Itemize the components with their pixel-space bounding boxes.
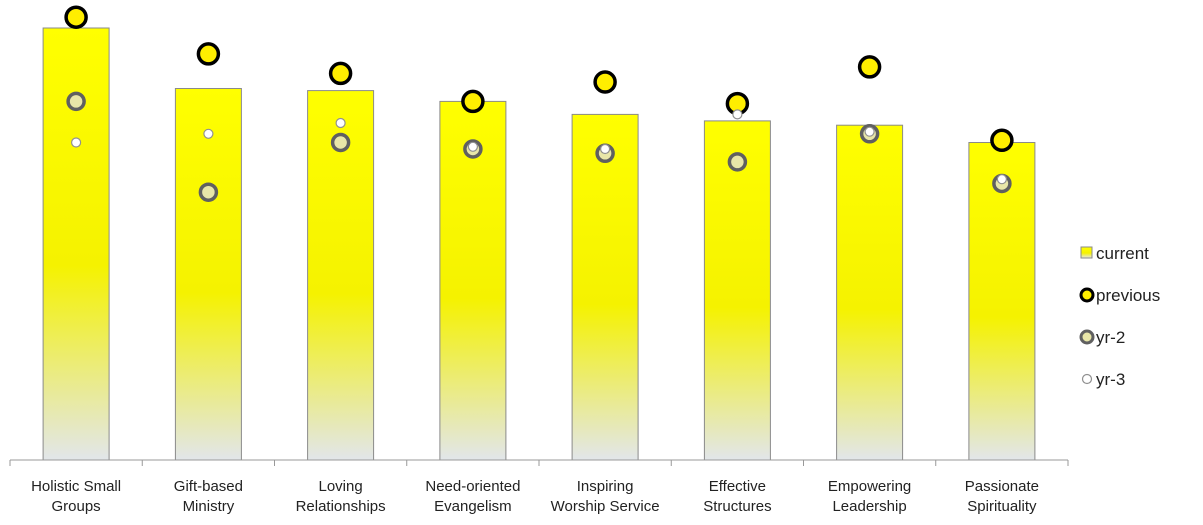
point-previous-empowering-leadership [857,55,882,79]
category-label: Ministry [183,498,235,515]
point-yr-3-inspiring-worship-service [599,143,611,155]
point-previous-gift-based-ministry [196,42,221,66]
category-label: Spirituality [967,498,1037,515]
category-label: Effective [709,478,766,495]
point-previous-inspiring-worship-service [593,70,617,94]
bar-effective-structures [703,120,771,461]
bars-layer [42,27,1036,461]
point-previous-holistic-small-groups [64,5,88,29]
category-label: Holistic Small [31,478,121,495]
legend-label: previous [1096,286,1160,305]
bar-gift-based-ministry [174,88,242,461]
point-yr-3-holistic-small-groups [70,137,82,148]
category-label: Inspiring [577,478,634,495]
legend-label: yr-2 [1096,328,1125,347]
point-previous-loving-relationships [328,61,353,86]
category-label: Need-oriented [425,478,520,495]
point-yr-2-effective-structures [727,152,748,172]
point-yr-2-loving-relationships [330,132,351,153]
point-yr-2-holistic-small-groups [66,91,86,112]
x-axis [9,459,1069,466]
category-label: Evangelism [434,498,512,515]
point-previous-need-oriented-evangelism [461,89,485,114]
legend-item-previous: previous [1079,286,1160,305]
category-label: Empowering [828,478,911,495]
legend-label: current [1096,244,1149,263]
legend-item-yr-2: yr-2 [1079,328,1125,347]
point-previous-passionate-spirituality [990,128,1014,153]
legend-swatch-previous [1079,287,1095,303]
point-yr-3-passionate-spirituality [996,174,1008,185]
legend-swatch-yr-2 [1079,329,1095,345]
legend-item-current: current [1080,244,1149,263]
category-label: Groups [51,498,100,515]
bar-passionate-spirituality [968,142,1036,461]
category-label: Worship Service [551,498,660,515]
category-label: Loving [318,478,362,495]
point-yr-3-gift-based-ministry [203,128,214,139]
bar-empowering-leadership [836,124,904,461]
point-yr-3-loving-relationships [335,117,346,129]
category-label: Passionate [965,478,1039,495]
markers-layer [64,5,1014,202]
legend-item-yr-3: yr-3 [1081,370,1125,389]
category-label: Leadership [832,498,906,515]
legend-label: yr-3 [1096,370,1125,389]
category-label: Gift-based [174,478,243,495]
legend-swatch-yr-3 [1081,373,1093,385]
point-yr-2-gift-based-ministry [198,182,219,202]
point-yr-3-need-oriented-evangelism [467,141,478,152]
category-label: Relationships [296,498,386,515]
point-yr-3-effective-structures [732,109,743,120]
bar-inspiring-worship-service [571,113,639,461]
point-yr-3-empowering-leadership [864,126,875,137]
legend: current previous yr-2 yr-3 [1079,244,1160,389]
legend-swatch-current [1080,246,1093,259]
category-label: Structures [703,498,771,515]
category-labels: Holistic Small Groups Gift-based Ministry Lo… [31,478,1039,515]
